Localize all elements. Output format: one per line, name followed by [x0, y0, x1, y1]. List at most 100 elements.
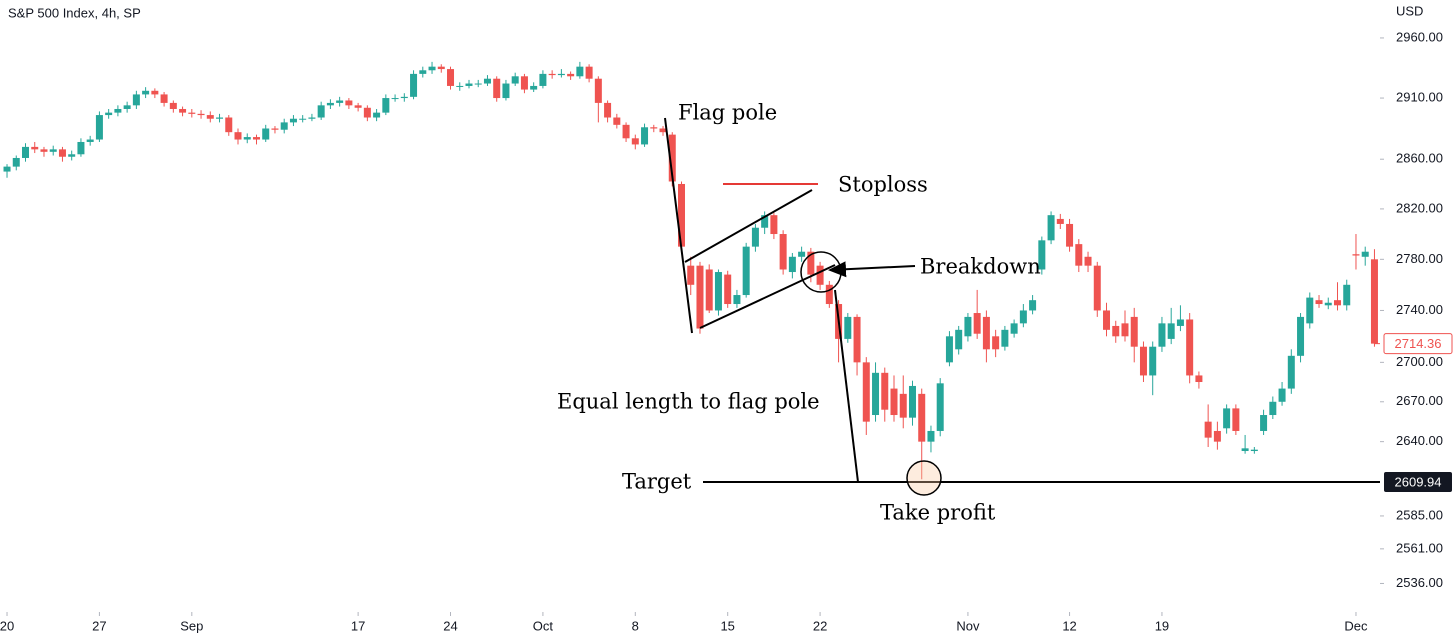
- annotation: Flag pole: [678, 101, 777, 125]
- channel-lower: [699, 264, 836, 329]
- candle-body: [1297, 316, 1305, 356]
- candle-body: [400, 96, 408, 99]
- candle-body: [1158, 323, 1166, 347]
- candle-body: [982, 316, 990, 350]
- candle-body: [881, 372, 889, 410]
- candle-body: [908, 385, 916, 418]
- candle-body: [1056, 218, 1064, 224]
- candle-body: [576, 66, 584, 77]
- candle-body: [1010, 323, 1018, 334]
- last-price-label: 2714.36: [1395, 336, 1442, 351]
- candle-body: [779, 234, 787, 270]
- candle-body: [955, 329, 963, 350]
- target-price-label: 2609.94: [1395, 474, 1442, 489]
- y-tick-label: 2910.00: [1396, 89, 1443, 104]
- target-label: Target: [622, 470, 692, 494]
- x-tick-label: 15: [720, 618, 734, 633]
- candle-body: [299, 118, 307, 120]
- candle-body: [206, 115, 214, 119]
- candle-body: [40, 149, 48, 152]
- candle-body: [289, 118, 297, 123]
- candle-body: [1241, 448, 1249, 452]
- target-price-box: [1384, 472, 1452, 493]
- candle-body: [539, 73, 547, 86]
- candle-body: [1278, 388, 1286, 402]
- x-tick-label: Dec: [1344, 618, 1368, 633]
- y-tick-label: 2561.00: [1396, 540, 1443, 555]
- candle-body: [1186, 319, 1194, 376]
- candle-body: [160, 94, 168, 103]
- candle-body: [382, 98, 390, 113]
- candle-body: [336, 100, 344, 103]
- candle-body: [1370, 259, 1378, 344]
- candle-body: [234, 132, 242, 140]
- candle-body: [493, 78, 501, 99]
- candle-body: [86, 139, 94, 142]
- candle-body: [49, 149, 57, 152]
- candle-body: [641, 127, 649, 145]
- candle-body: [872, 372, 880, 416]
- candle-body: [22, 146, 30, 158]
- candle-body: [594, 78, 602, 103]
- y-tick-label: 2780.00: [1396, 251, 1443, 266]
- candle-body: [1084, 256, 1092, 266]
- x-tick-label: 17: [351, 618, 365, 633]
- candle-body: [1093, 265, 1101, 311]
- candle-body: [604, 102, 612, 118]
- take-profit-circle: [906, 460, 942, 496]
- candle-body: [169, 102, 177, 109]
- candle-body: [992, 336, 1000, 350]
- candle-body: [1250, 449, 1258, 452]
- candle-body: [502, 83, 510, 99]
- candle-body: [1223, 408, 1231, 429]
- candle-body: [1361, 251, 1369, 257]
- candle-body: [326, 102, 334, 106]
- x-tick-label: 27: [92, 618, 106, 633]
- candle-body: [687, 265, 695, 285]
- y-tick-label: 2740.00: [1396, 302, 1443, 317]
- candle-body: [280, 122, 288, 130]
- candle-body: [317, 105, 325, 118]
- y-tick-label: 2670.00: [1396, 393, 1443, 408]
- candle-body: [123, 105, 131, 109]
- candle-body: [927, 430, 935, 442]
- projection-line: [834, 289, 859, 483]
- candle-body: [68, 154, 76, 157]
- candle-body: [520, 76, 528, 90]
- x-tick-label: 22: [813, 618, 827, 633]
- x-tick-label: Nov: [956, 618, 980, 633]
- x-tick-label: 24: [443, 618, 457, 633]
- candle-body: [964, 316, 972, 337]
- candle-body: [613, 117, 621, 125]
- candle-body: [742, 246, 750, 296]
- candle-body: [724, 274, 732, 305]
- candle-body: [1195, 375, 1203, 383]
- candle-body: [705, 269, 713, 311]
- candle-body: [483, 78, 491, 84]
- candle-body: [659, 128, 667, 133]
- candle-body: [410, 73, 418, 97]
- candle-body: [225, 117, 233, 133]
- candle-body: [936, 383, 944, 431]
- candle-body: [216, 117, 224, 119]
- candle-body: [58, 149, 66, 157]
- candle-body: [142, 90, 150, 95]
- candle-body: [1213, 430, 1221, 442]
- candle-body: [1075, 244, 1083, 266]
- candle-body: [308, 117, 316, 119]
- candle-body: [1130, 316, 1138, 347]
- x-tick-label: 8: [632, 618, 639, 633]
- candle-body: [1121, 323, 1129, 337]
- candle-body: [95, 115, 103, 140]
- candle-body: [1260, 415, 1268, 431]
- candle-body: [1139, 346, 1147, 376]
- candle-body: [456, 85, 464, 87]
- candle-body: [668, 134, 676, 182]
- candle-body: [899, 393, 907, 418]
- candle-body: [1315, 300, 1323, 305]
- candle-body: [567, 73, 575, 77]
- candle-body: [1029, 300, 1037, 311]
- candle-body: [761, 215, 769, 228]
- candle-body: [973, 313, 981, 334]
